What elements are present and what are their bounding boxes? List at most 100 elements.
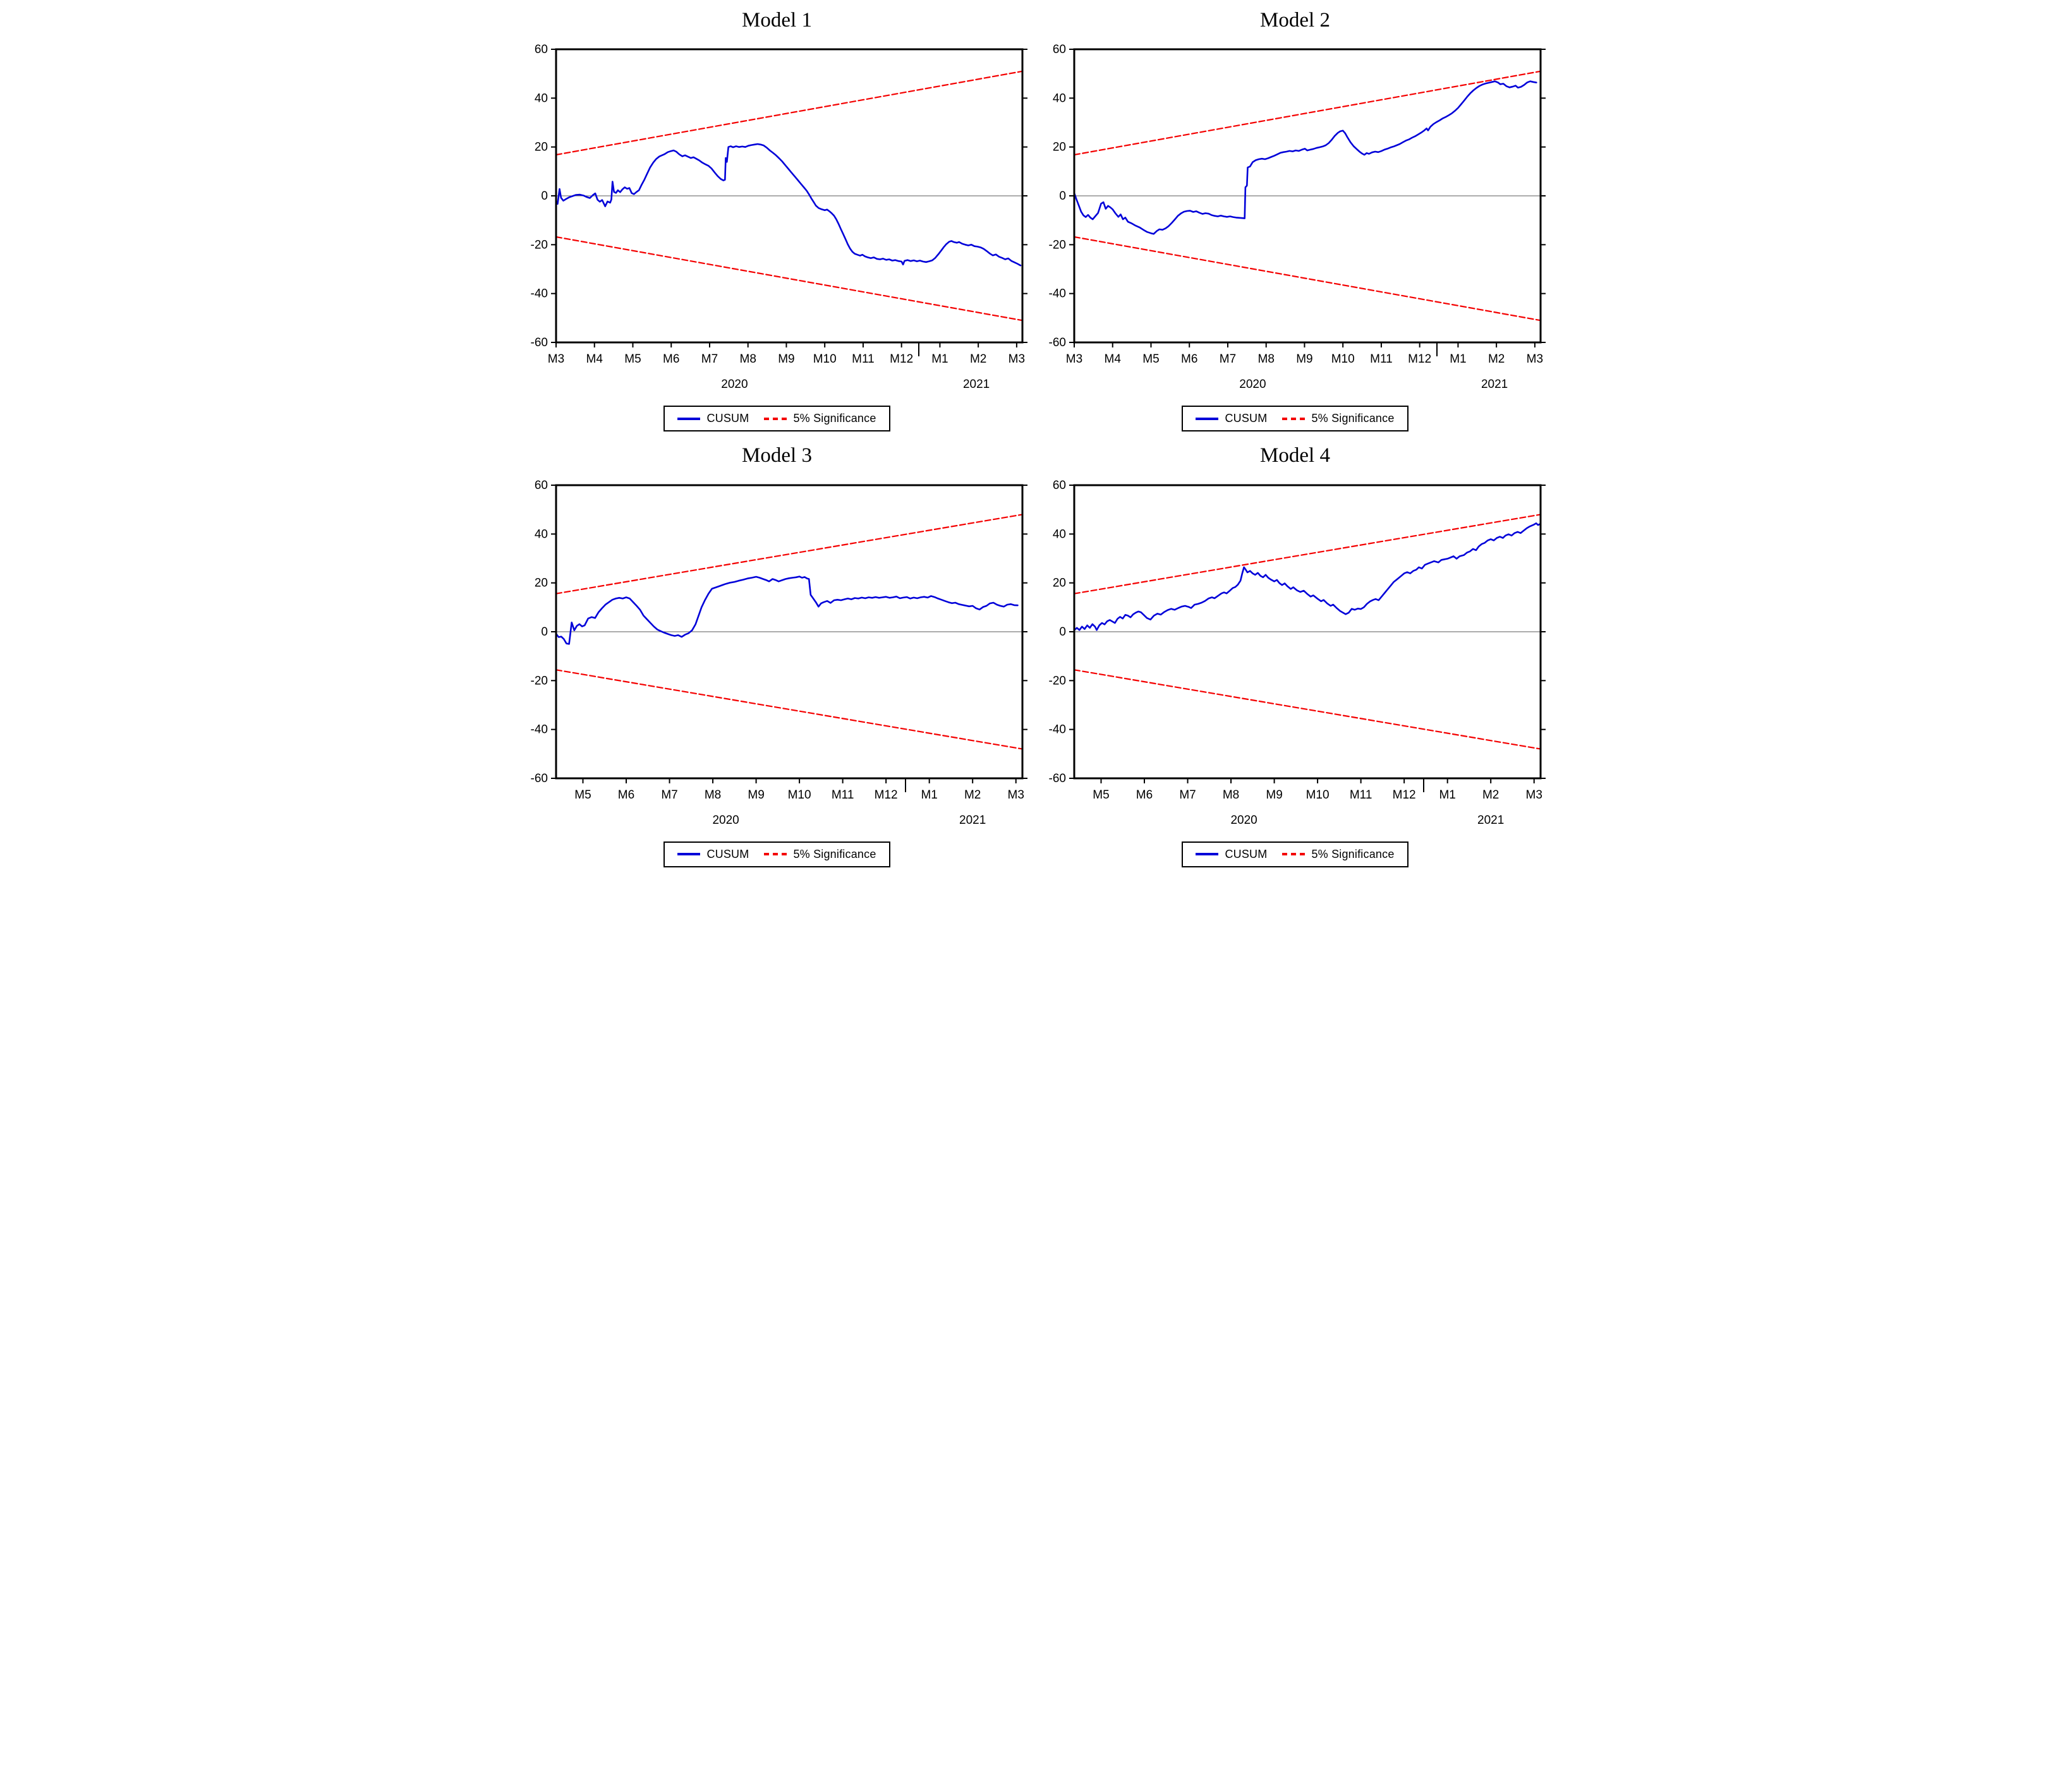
page: Model 1 60 40 20 0 -20 -40 -60 M3 M4 M5 M6 M7 M8 M9 M1… (518, 0, 1554, 876)
x-axis-tick-label: M11 (852, 353, 875, 366)
legend-cusum-label: CUSUM (1225, 412, 1268, 425)
model-4-cusum-chart: 60 40 20 0 -20 -40 -60 M5 M6 M7 M8 M9 M10 M11 M12 M1 M2 M… (1048, 479, 1546, 827)
x-axis-tick-label: M9 (1266, 788, 1282, 802)
y-axis-tick-label: -40 (530, 723, 547, 736)
significance-line-sample-icon (764, 417, 787, 420)
x-axis-tick-label: M12 (1392, 788, 1415, 802)
y-axis-tick-label: -40 (1048, 287, 1065, 301)
significance-line-sample-icon (1282, 417, 1306, 420)
panel-model-2: Model 2 60 40 20 0 -20 -40 -60 M3 M4 M5 M6 M7 M8 M9 M1… (1036, 3, 1554, 438)
y-axis-tick-label: -20 (1048, 239, 1065, 252)
year-label: 2021 (1477, 814, 1504, 827)
significance-upper-line (555, 70, 1023, 156)
plot-border (555, 484, 1023, 780)
legend-row: CUSUM 5% Significance (1036, 406, 1554, 432)
cusum-line (1073, 80, 1537, 235)
significance-upper-line (1073, 70, 1541, 156)
cusum-line (555, 143, 1021, 267)
y-axis-tick-label: 40 (534, 528, 547, 541)
panel-title: Model 1 (742, 9, 812, 32)
legend: CUSUM 5% Significance (1182, 406, 1409, 432)
y-axis-tick-label: 60 (1052, 479, 1065, 492)
plot-border (1073, 48, 1541, 344)
x-axis-tick-label: M7 (1179, 788, 1196, 802)
y-axis-tick-label: -60 (1048, 336, 1065, 349)
y-axis-tick-label: 60 (534, 43, 547, 56)
x-axis-tick-label: M10 (787, 788, 811, 802)
y-axis-tick-label: -40 (530, 287, 547, 301)
x-axis-tick-label: M2 (964, 788, 980, 802)
x-axis-tick-label: M2 (1482, 788, 1498, 802)
plot-border (1073, 484, 1541, 780)
y-axis-tick-label: 20 (1052, 141, 1065, 154)
cusum-line-sample-icon (1196, 417, 1219, 420)
legend-significance-label: 5% Significance (1311, 847, 1395, 860)
x-axis-tick-label: M11 (831, 788, 854, 802)
x-axis-tick-label: M7 (661, 788, 677, 802)
panel-model-3: Model 3 60 40 20 0 -20 -40 -60 M5 M6 M7 M8 M9 M10 M11… (518, 438, 1036, 873)
y-axis-tick-label: 40 (1052, 528, 1065, 541)
significance-upper-line (555, 513, 1023, 594)
x-axis-tick-label: M4 (586, 353, 603, 366)
y-axis-tick-label: 40 (534, 92, 547, 106)
cusum-line-sample-icon (677, 417, 701, 420)
year-label: 2021 (962, 378, 989, 391)
x-axis-tick-label: M10 (1306, 788, 1329, 802)
significance-lower-line (1073, 668, 1541, 750)
y-axis-tick-label: -20 (530, 239, 547, 252)
legend-cusum-label: CUSUM (706, 412, 749, 425)
x-axis-tick-label: M5 (574, 788, 591, 802)
y-axis-tick-label: 0 (541, 190, 548, 203)
panel-title: Model 3 (742, 444, 812, 467)
x-axis-tick-label: M3 (1526, 353, 1542, 366)
legend-cusum-label: CUSUM (706, 847, 749, 860)
year-label: 2020 (1239, 378, 1266, 391)
x-axis-tick-label: M1 (1450, 353, 1466, 366)
x-axis-tick-label: M6 (1181, 353, 1197, 366)
x-axis-tick-label: M12 (1408, 353, 1431, 366)
y-axis-tick-label: 60 (1052, 43, 1065, 56)
x-axis-tick-label: M9 (748, 788, 764, 802)
x-axis-tick-label: M8 (739, 353, 756, 366)
x-axis-tick-label: M12 (890, 353, 913, 366)
legend: CUSUM 5% Significance (663, 841, 890, 867)
legend-significance-label: 5% Significance (1311, 412, 1395, 425)
year-label: 2021 (959, 814, 986, 827)
y-axis-tick-label: -20 (1048, 674, 1065, 687)
y-axis-tick-label: 20 (534, 576, 547, 589)
x-axis-tick-label: M3 (1007, 788, 1024, 802)
x-axis-tick-label: M5 (624, 353, 641, 366)
y-axis-tick-label: 20 (1052, 576, 1065, 589)
y-axis-tick-label: -60 (530, 772, 547, 785)
x-axis-tick-label: M4 (1104, 353, 1121, 366)
panel-title: Model 2 (1260, 9, 1330, 32)
x-axis-tick-label: M7 (1219, 353, 1235, 366)
cusum-line-sample-icon (1196, 853, 1219, 856)
x-axis-tick-label: M3 (1525, 788, 1542, 802)
cusum-line (555, 575, 1019, 645)
significance-upper-line (1073, 513, 1541, 594)
charts-grid: Model 1 60 40 20 0 -20 -40 -60 M3 M4 M5 M6 M7 M8 M9 M1… (518, 3, 1554, 874)
x-axis-tick-label: M5 (1142, 353, 1159, 366)
legend-cusum-label: CUSUM (1225, 847, 1268, 860)
x-axis-tick-label: M3 (1008, 353, 1024, 366)
x-axis-tick-label: M5 (1093, 788, 1109, 802)
significance-lower-line (1073, 236, 1541, 322)
y-axis-tick-label: 0 (1059, 190, 1066, 203)
x-axis-tick-label: M10 (1331, 353, 1354, 366)
x-axis-tick-label: M7 (701, 353, 717, 366)
year-label: 2020 (721, 378, 748, 391)
legend-row: CUSUM 5% Significance (518, 841, 1036, 867)
x-axis-tick-label: M8 (1222, 788, 1239, 802)
x-axis-tick-label: M9 (778, 353, 794, 366)
significance-lower-line (555, 668, 1023, 750)
x-axis-tick-label: M3 (1065, 353, 1082, 366)
y-axis-tick-label: -40 (1048, 723, 1065, 736)
legend-significance-label: 5% Significance (793, 847, 876, 860)
x-axis-tick-label: M8 (1257, 353, 1274, 366)
y-axis-tick-label: 60 (534, 479, 547, 492)
legend-row: CUSUM 5% Significance (1036, 841, 1554, 867)
x-axis-tick-label: M10 (813, 353, 836, 366)
